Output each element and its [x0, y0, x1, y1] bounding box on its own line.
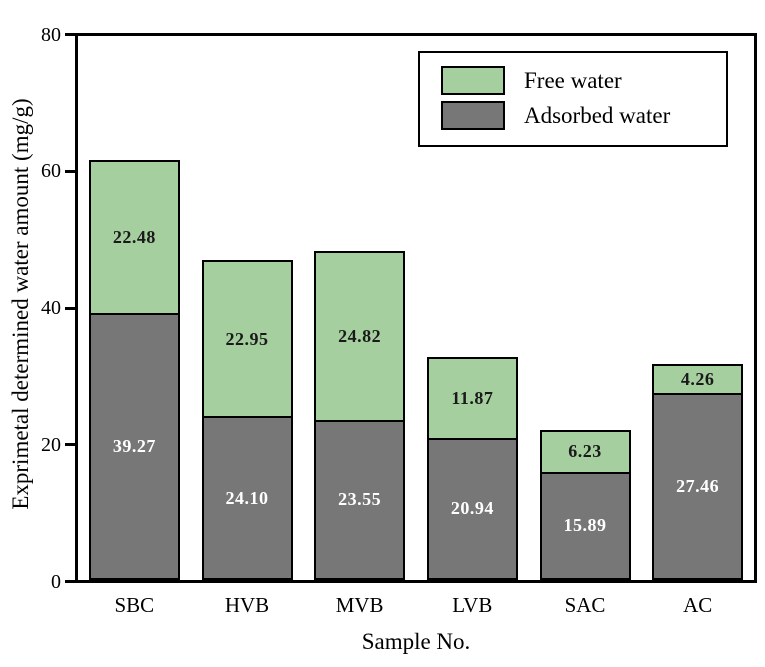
- x-category-label-mvb: MVB: [335, 593, 384, 617]
- bar-value-label: 20.94: [450, 498, 494, 519]
- bar-sbc-adsorbed-water: 39.27: [88, 312, 180, 580]
- x-category-label-ac: AC: [683, 593, 713, 617]
- y-tick-label-60: 60: [41, 160, 61, 183]
- x-category-label-hvb: HVB: [224, 593, 270, 617]
- legend-entry-adsorbed-water: Adsorbed water: [441, 101, 726, 130]
- bar-value-label: 23.55: [338, 489, 382, 510]
- bar-hvb-free-water: 22.95: [201, 260, 293, 417]
- legend-swatch-free-water: [441, 66, 505, 95]
- bar-value-label: 22.95: [225, 328, 269, 349]
- bar-ac-free-water: 4.26: [652, 364, 744, 394]
- bar-sbc-free-water: 22.48: [88, 160, 180, 313]
- bar-mvb-free-water: 24.82: [314, 251, 406, 420]
- legend-swatch-adsorbed-water: [441, 101, 505, 130]
- bar-value-label: 22.48: [112, 227, 156, 248]
- bar-value-label: 6.23: [568, 441, 602, 462]
- x-category-label-sbc: SBC: [114, 593, 155, 617]
- y-tick-40: [65, 306, 75, 310]
- y-tick-80: [65, 33, 75, 36]
- y-tick-label-80: 80: [41, 23, 61, 46]
- y-tick-label-40: 40: [41, 297, 61, 319]
- plot-area: Free water Adsorbed water 39.27 22.48 24.1…: [75, 33, 757, 583]
- bar-value-label: 4.26: [680, 369, 715, 390]
- legend-label-free-water: Free water: [524, 68, 622, 93]
- bar-sac-free-water: 6.23: [539, 429, 631, 472]
- bar-mvb-adsorbed-water: 23.55: [314, 419, 406, 580]
- x-category-label-sac: SAC: [564, 593, 606, 617]
- legend: Free water Adsorbed water: [418, 51, 728, 147]
- bar-lvb-free-water: 11.87: [426, 356, 518, 438]
- bar-hvb-adsorbed-water: 24.10: [201, 416, 293, 580]
- bar-value-label: 24.10: [225, 487, 269, 508]
- bar-lvb-adsorbed-water: 20.94: [426, 437, 518, 580]
- y-tick-20: [65, 443, 75, 447]
- bar-value-label: 11.87: [451, 387, 494, 408]
- y-tick-label-0: 0: [51, 570, 61, 593]
- y-tick-0: [65, 580, 75, 583]
- y-tick-60: [65, 169, 75, 173]
- y-tick-label-20: 20: [41, 433, 61, 456]
- legend-entry-free-water: Free water: [441, 66, 726, 95]
- bar-value-label: 15.89: [563, 515, 607, 536]
- x-category-label-lvb: LVB: [452, 593, 493, 617]
- bar-value-label: 39.27: [112, 435, 156, 456]
- legend-label-adsorbed-water: Adsorbed water: [524, 103, 671, 128]
- x-axis-label: Sample No.: [361, 629, 471, 654]
- bar-ac-adsorbed-water: 27.46: [652, 393, 744, 580]
- bar-sac-adsorbed-water: 15.89: [539, 471, 631, 580]
- bar-value-label: 27.46: [676, 476, 720, 497]
- bar-value-label: 24.82: [338, 325, 382, 346]
